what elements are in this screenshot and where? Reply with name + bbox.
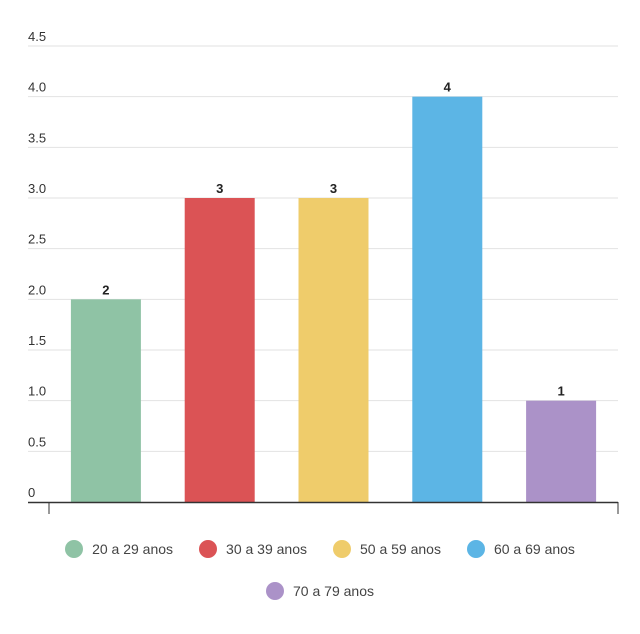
legend-row-1: 20 a 29 anos 30 a 39 anos 50 a 59 anos 6… (0, 540, 640, 558)
legend-label-20-29: 20 a 29 anos (92, 541, 174, 557)
y-tick-label: 3.0 (28, 181, 46, 196)
bar-1[interactable] (184, 198, 255, 502)
bars (70, 96, 597, 503)
legend-row-2: 70 a 79 anos (0, 582, 640, 600)
bar-4[interactable] (526, 400, 597, 502)
y-tick-label: 2.0 (28, 282, 46, 297)
data-labels: 2 3 3 4 1 (102, 80, 564, 399)
data-label-2: 3 (330, 181, 337, 196)
x-axis (28, 501, 619, 514)
y-tick-label: 1.0 (28, 384, 46, 399)
data-label-3: 4 (444, 80, 452, 95)
legend-item-20-29[interactable]: 20 a 29 anos (65, 540, 173, 558)
data-label-1: 3 (216, 181, 223, 196)
legend-item-70-79[interactable]: 70 a 79 anos (266, 582, 374, 600)
bar-2[interactable] (298, 198, 369, 502)
legend-swatch-60-69 (466, 540, 485, 558)
legend-label-70-79: 70 a 79 anos (293, 583, 374, 599)
y-tick-label: 0.5 (28, 434, 46, 449)
y-tick-label: 2.5 (28, 232, 46, 247)
y-axis-tick-labels: 0 0.5 1.0 1.5 2.0 2.5 3.0 3.5 4.0 4.5 (28, 29, 46, 500)
data-label-4: 1 (557, 384, 564, 399)
legend-label-60-69: 60 a 69 anos (493, 541, 575, 557)
data-label-0: 2 (102, 282, 109, 297)
legend-swatch-30-39 (199, 540, 218, 558)
legend-label-50-59: 50 a 59 anos (360, 541, 441, 557)
legend-item-50-59[interactable]: 50 a 59 anos (333, 540, 441, 558)
bar-0[interactable] (70, 299, 141, 502)
y-tick-label: 4.0 (28, 80, 46, 95)
y-tick-label: 3.5 (28, 130, 46, 145)
legend-item-30-39[interactable]: 30 a 39 anos (199, 540, 307, 558)
y-tick-label: 4.5 (28, 29, 46, 44)
legend-item-60-69[interactable]: 60 a 69 anos (466, 540, 575, 558)
bar-3[interactable] (412, 96, 483, 503)
legend-swatch-70-79 (266, 582, 285, 600)
y-tick-label: 1.5 (28, 333, 46, 348)
legend-label-30-39: 30 a 39 anos (226, 541, 307, 557)
legend-swatch-20-29 (65, 540, 84, 558)
y-tick-label: 0 (28, 485, 35, 500)
legend-swatch-50-59 (333, 540, 351, 558)
